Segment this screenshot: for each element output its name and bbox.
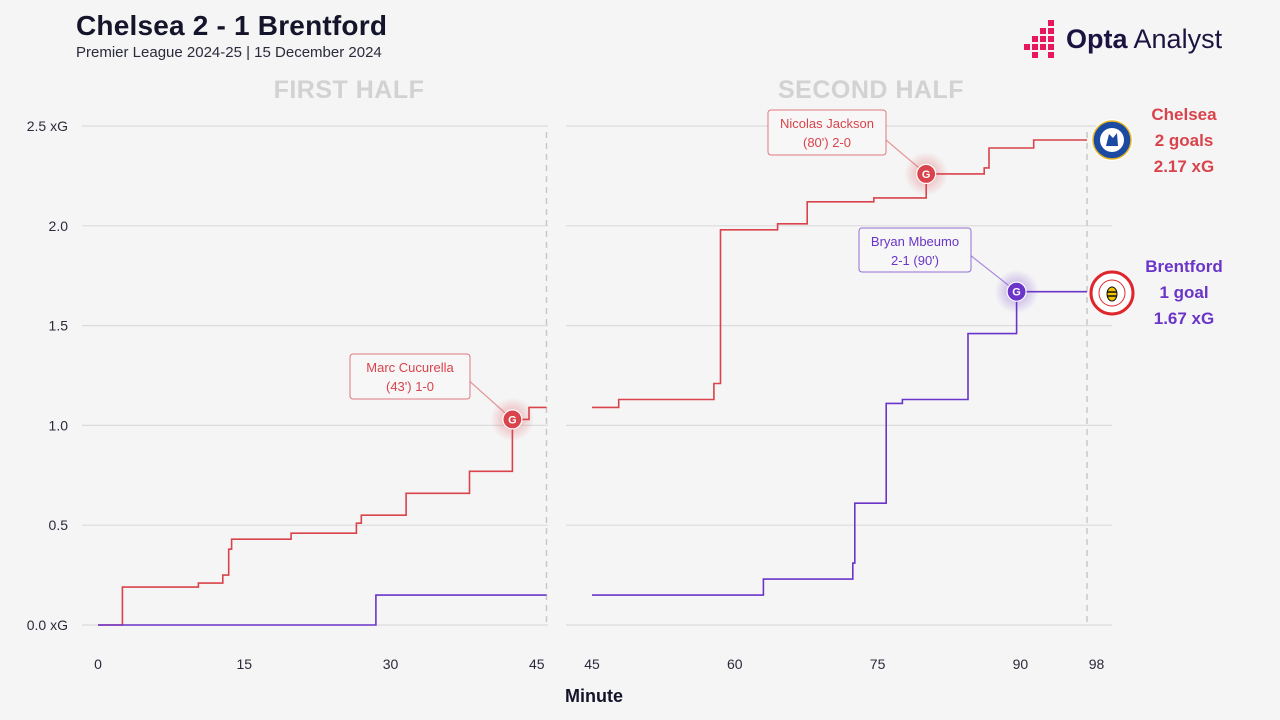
- x-tick-label: 45: [529, 656, 545, 672]
- x-axis-label: Minute: [565, 686, 623, 706]
- bryan-mbeumo-detail: 2-1 (90'): [891, 253, 939, 268]
- chelsea-second-half-line: [592, 139, 1087, 409]
- goal-marker-label: G: [508, 414, 517, 426]
- brentford-crest-bee: [1106, 286, 1118, 302]
- y-tick-label: 1.5: [49, 318, 69, 334]
- chelsea-goals-label: 2 goals: [1155, 131, 1214, 150]
- nicolas-jackson-detail: (80') 2-0: [803, 135, 851, 150]
- page-subtitle: Premier League 2024-25 | 15 December 202…: [76, 44, 382, 61]
- y-tick-label: 0.0 xG: [27, 617, 68, 633]
- x-tick-label: 90: [1013, 656, 1029, 672]
- bryan-mbeumo-annotation-box: [858, 227, 972, 273]
- goal-marker: [916, 163, 937, 185]
- goal-marker: [502, 409, 523, 430]
- brentford-goals-label: 1 goal: [1159, 283, 1208, 302]
- second-half-label: SECOND HALF: [778, 76, 964, 104]
- y-tick-label: 0.5: [49, 517, 69, 533]
- marc-cucurella-detail: (43') 1-0: [386, 379, 434, 394]
- chelsea-crest-lion: [1106, 133, 1118, 146]
- brentford-second-half-line: [592, 290, 1087, 596]
- brentford-first-half-line: [98, 594, 547, 626]
- nicolas-jackson-name: Nicolas Jackson: [780, 116, 874, 131]
- first-half-label: FIRST HALF: [274, 76, 425, 104]
- chelsea-xg-label: 2.17 xG: [1154, 157, 1215, 176]
- y-tick-label: 2.5 xG: [27, 118, 68, 134]
- x-tick-label: 75: [870, 656, 886, 672]
- brand-name: Opta Analyst: [1066, 24, 1223, 54]
- page-title: Chelsea 2 - 1 Brentford: [76, 10, 388, 41]
- goal-marker-label: G: [922, 169, 931, 181]
- goal-marker: [1006, 281, 1027, 302]
- brentford-name-label: Brentford: [1145, 257, 1222, 276]
- goal-marker-label: G: [1012, 287, 1021, 299]
- marc-cucurella-annotation-box: [349, 353, 471, 400]
- opta-analyst-logo: Opta Analyst: [1022, 20, 1222, 60]
- x-tick-label: 30: [383, 656, 399, 672]
- nicolas-jackson-annotation-box: [767, 109, 887, 156]
- x-tick-label: 15: [236, 656, 252, 672]
- chelsea-first-half-line: [98, 406, 547, 626]
- y-tick-label: 1.0: [49, 417, 69, 433]
- opta-logo-icon: [1024, 20, 1054, 58]
- bryan-mbeumo-name: Bryan Mbeumo: [871, 234, 959, 249]
- x-tick-label: 0: [94, 656, 102, 672]
- brentford-xg-label: 1.67 xG: [1154, 309, 1215, 328]
- x-tick-label: 60: [727, 656, 743, 672]
- chelsea-name-label: Chelsea: [1151, 105, 1217, 124]
- y-tick-label: 2.0: [49, 218, 69, 234]
- marc-cucurella-name: Marc Cucurella: [366, 360, 454, 375]
- x-tick-label: 45: [584, 656, 600, 672]
- x-tick-label: 98: [1089, 656, 1105, 672]
